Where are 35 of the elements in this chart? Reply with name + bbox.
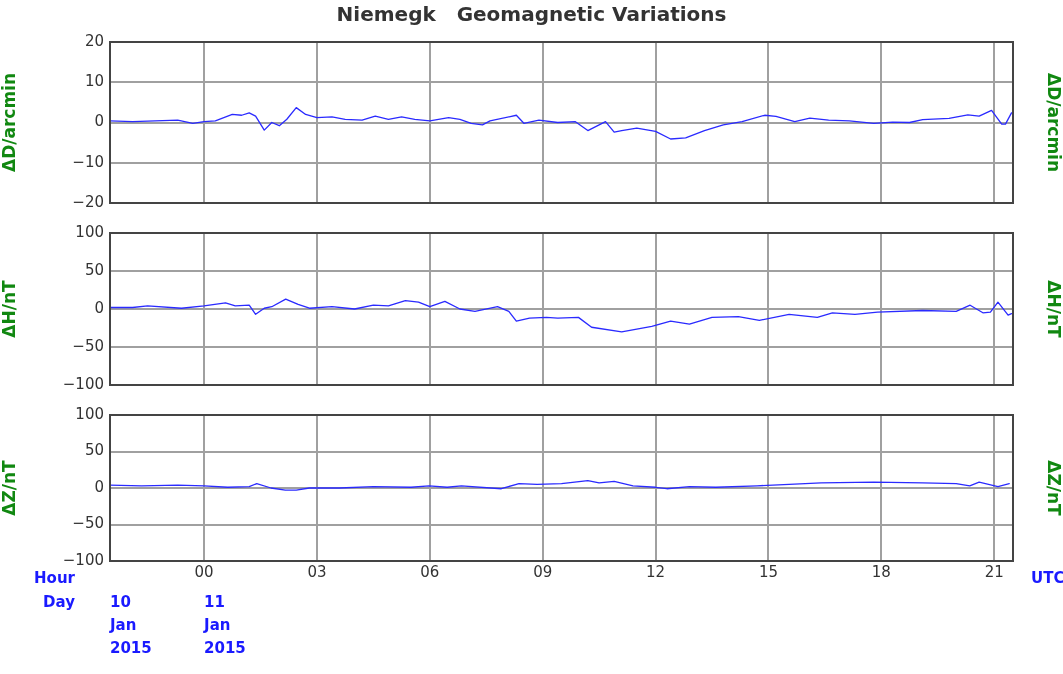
y-axis-title: ΔD/arcmin [0,72,19,173]
y-tick-label: −10 [72,152,104,171]
y-axis-title: ΔZ/nT [0,459,19,516]
y-tick-label: 0 [94,112,104,131]
y-tick-label: 50 [84,441,104,460]
y-tick-label: 50 [84,260,104,279]
x-tick-label: 03 [307,562,327,581]
y-tick-label: −100 [62,550,104,569]
x-tick-label: 15 [758,562,778,581]
y-tick-label: 100 [75,222,104,241]
x-tick-label: 21 [984,562,1004,581]
y-tick-label: 0 [94,298,104,317]
y-tick-label: 10 [84,72,104,91]
chart-title: Niemegk Geomagnetic Variations [336,2,727,27]
x-tick-label: 06 [420,562,440,581]
y2-axis-title: ΔD/arcmin [1044,72,1063,173]
x-tick-label: 18 [871,562,891,581]
text: UTC [1031,568,1063,587]
x-tick-label: 09 [533,562,553,581]
y-tick-label: −20 [72,192,104,211]
text: 10 Jan 2015 [109,592,152,657]
y-tick-label: −100 [62,374,104,393]
y-tick-label: 20 [84,31,104,50]
y-tick-label: 0 [94,477,104,496]
y-tick-label: 100 [75,404,104,423]
y-tick-label: −50 [72,336,104,355]
y-axis-title: ΔH/nT [0,279,19,338]
text: Hour [34,568,76,587]
y2-axis-title: ΔH/nT [1044,280,1063,339]
text: Day [43,592,76,611]
y-tick-label: −50 [72,514,104,533]
x-tick-label: 12 [646,562,666,581]
x-tick-label: 00 [194,562,214,581]
text: 11 Jan 2015 [203,592,246,657]
y2-axis-title: ΔZ/nT [1044,460,1063,517]
